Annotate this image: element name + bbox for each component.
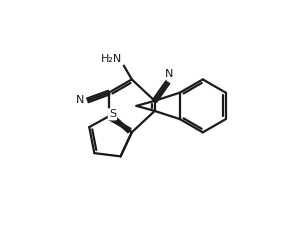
Text: N: N xyxy=(76,95,84,105)
Text: S: S xyxy=(109,109,116,119)
Text: N: N xyxy=(165,69,173,79)
Text: H₂N: H₂N xyxy=(101,54,123,64)
